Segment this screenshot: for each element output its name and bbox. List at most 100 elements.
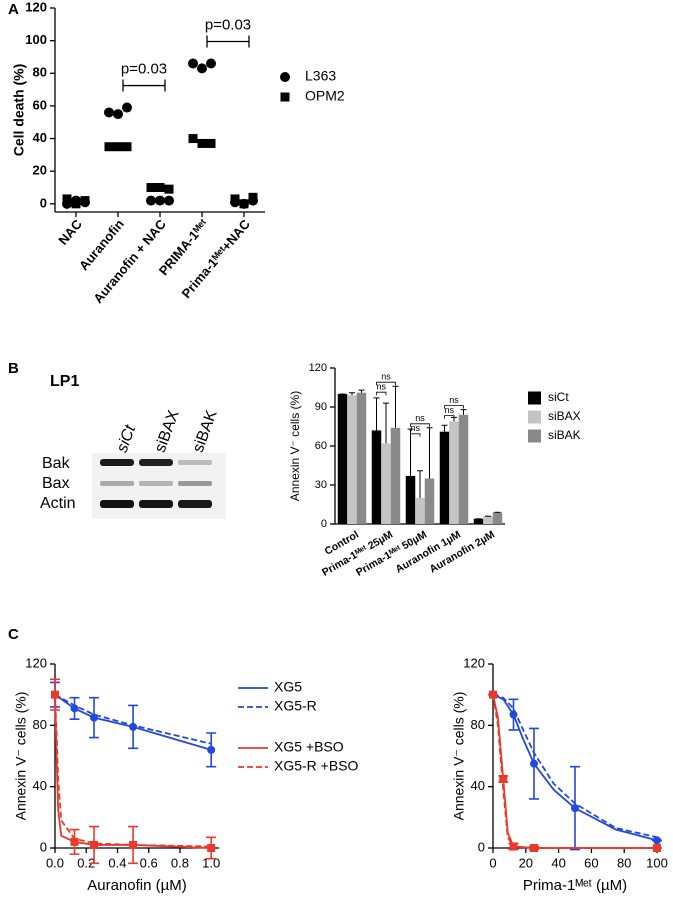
- x-tick-label: 100: [646, 855, 668, 870]
- x-tick-label: 0.6: [140, 855, 158, 870]
- series-line: [492, 694, 657, 849]
- band: [139, 481, 173, 486]
- bar: [337, 394, 348, 524]
- data-point: [122, 102, 132, 113]
- blot: LP1 siCt siBAX siBAK Bak Bax Actin: [40, 373, 226, 519]
- x-tick-label: 0.2: [77, 855, 95, 870]
- legend-label: XG5: [274, 679, 302, 695]
- legend-label: XG5-R +BSO: [274, 758, 359, 774]
- legend-label: XG5 +BSO: [274, 739, 344, 755]
- data-point: [530, 759, 538, 768]
- data-point: [188, 134, 198, 144]
- error-bar: [349, 392, 355, 396]
- lane-label: siBAX: [152, 408, 183, 455]
- data-point: [206, 138, 216, 148]
- data-point: [164, 195, 174, 206]
- y-tick-label: 80: [33, 65, 47, 80]
- series-line: [54, 693, 212, 745]
- data-point: [113, 109, 123, 120]
- x-tick-label: 0.0: [46, 855, 64, 870]
- bar: [439, 431, 450, 524]
- x-axis-label: Prima-1ᴹᵉᵗ (µM): [523, 877, 627, 894]
- bar: [405, 475, 416, 524]
- bar: [483, 516, 493, 524]
- y-tick-label: 80: [471, 717, 485, 732]
- band: [139, 459, 173, 466]
- bar: [415, 498, 425, 524]
- row-label: Actin: [40, 495, 76, 512]
- band: [100, 500, 134, 508]
- data-point: [104, 142, 114, 152]
- data-point: [155, 195, 165, 206]
- legend-marker: [280, 72, 290, 82]
- data-point: [104, 107, 114, 118]
- legend-marker: [280, 92, 290, 102]
- data-point: [653, 836, 661, 845]
- series-line: [492, 693, 658, 839]
- y-tick-label: 0: [40, 195, 47, 210]
- data-point: [571, 804, 579, 813]
- y-tick-label: 40: [33, 130, 47, 145]
- bar: [492, 512, 503, 524]
- bar: [449, 421, 459, 524]
- significance-bracket: [444, 405, 464, 409]
- significance-bracket: [410, 423, 430, 427]
- error-bar: [392, 385, 399, 428]
- data-point: [239, 199, 249, 209]
- annotation: ns: [444, 405, 454, 415]
- data-point: [230, 194, 240, 204]
- y-tick-label: 30: [315, 479, 327, 491]
- blot-title: LP1: [50, 373, 79, 390]
- y-axis-label: Annexin V⁻ cells (%): [451, 692, 467, 821]
- data-point: [188, 58, 198, 69]
- lane-label: siCt: [114, 423, 140, 455]
- data-point: [80, 196, 90, 206]
- error-bar: [407, 428, 414, 476]
- band: [178, 460, 212, 465]
- data-point: [122, 142, 132, 152]
- significance-bracket: [410, 433, 421, 437]
- x-tick-label: 0.8: [171, 855, 189, 870]
- annotation: ns: [410, 423, 420, 433]
- series-line: [54, 694, 212, 848]
- y-tick-label: 80: [33, 717, 47, 732]
- data-point: [155, 183, 165, 193]
- data-point: [62, 194, 72, 204]
- data-point: [207, 745, 216, 754]
- significance-bracket: [122, 79, 166, 92]
- band: [139, 500, 173, 508]
- bar: [473, 518, 484, 524]
- x-tick-label: 80: [617, 855, 631, 870]
- panel-label: B: [8, 360, 19, 377]
- y-tick-label: 40: [33, 778, 47, 793]
- y-tick-label: 0: [321, 518, 327, 530]
- band: [178, 500, 212, 508]
- legend-label: OPM2: [305, 88, 345, 104]
- x-tick-label: NAC: [55, 216, 85, 248]
- x-tick-label: 20: [519, 855, 533, 870]
- y-tick-label: 100: [25, 32, 47, 47]
- legend-label: siBAK: [548, 428, 581, 442]
- annotation: ns: [381, 372, 391, 382]
- y-tick-label: 120: [309, 362, 327, 374]
- error-bar: [460, 409, 467, 415]
- band: [178, 481, 212, 486]
- bar: [381, 443, 391, 524]
- legend-label: siCt: [548, 390, 569, 404]
- data-point: [207, 844, 216, 852]
- x-tick-label: 0.4: [108, 855, 126, 870]
- panel-label: C: [8, 626, 19, 643]
- y-axis-label: Annexin V⁻ cells (%): [288, 391, 302, 501]
- bar: [424, 478, 435, 524]
- y-tick-label: 120: [463, 655, 485, 670]
- error-bar: [417, 470, 423, 498]
- error-bar: [358, 389, 365, 393]
- y-tick-label: 120: [25, 0, 47, 14]
- annotation: p=0.03: [205, 16, 251, 33]
- y-tick-label: 20: [33, 163, 47, 178]
- data-point: [197, 138, 207, 148]
- legend-label: XG5-R: [274, 698, 317, 714]
- y-axis-label: Annexin V⁻ cells (%): [13, 692, 29, 821]
- x-tick-label: 60: [584, 855, 598, 870]
- row-label: Bax: [42, 475, 70, 492]
